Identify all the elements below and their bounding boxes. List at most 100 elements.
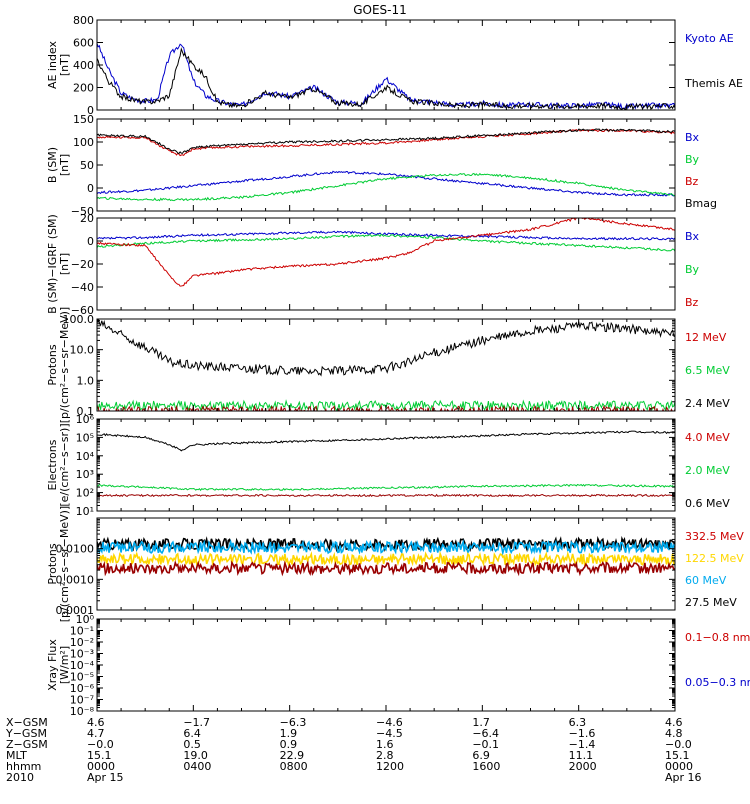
panel-protons1: 0.1 1.0 10.0 100.0 Protons [p/(cm²−s−sr−MeV)]…	[46, 307, 730, 423]
series-line-bx	[97, 170, 675, 197]
y-tick-label: 0.1	[77, 405, 95, 418]
panel-frame	[96, 618, 676, 712]
ephemeris-value: 1600	[472, 760, 500, 773]
y-axis-label: [p/(cm²−s−sr−MeV)]	[58, 506, 71, 622]
y-tick-label: 150	[73, 113, 94, 126]
y-axis-label: Protons	[46, 543, 59, 584]
legend-label: 332.5 MeV	[685, 530, 744, 543]
ephemeris-row-label: X−GSM	[6, 716, 48, 729]
y-tick-label: 0.0010	[56, 573, 95, 586]
panel-electrons: 10¹ 10² 10³ 10⁴ 10⁵ 10⁶ Electrons [e/(cm²−s−sr)…	[46, 413, 730, 518]
legend-label: Bz	[685, 296, 699, 309]
series-line-bmag	[97, 128, 675, 155]
panel-frame	[96, 19, 676, 111]
ephemeris-value: 1.9	[280, 727, 298, 740]
legend-label: By	[685, 263, 700, 276]
legend-label: Bx	[685, 230, 700, 243]
y-tick-label: 10⁻⁸	[70, 705, 95, 718]
ephemeris-row-label: hhmm	[6, 760, 41, 773]
y-tick-label: 100.0	[63, 313, 95, 326]
series-line-2-4-mev	[97, 319, 675, 377]
y-tick-label: −50	[71, 205, 94, 218]
y-tick-label: −40	[71, 281, 94, 294]
ephemeris-value: −1.7	[183, 716, 210, 729]
y-tick-label: 10²	[76, 487, 94, 500]
ephemeris-value: −1.4	[569, 738, 596, 751]
ephemeris-value: 2000	[569, 760, 597, 773]
ephemeris-value: −6.3	[280, 716, 307, 729]
ephemeris-value: 6.3	[569, 716, 587, 729]
series-line-bx	[97, 230, 675, 241]
legend-label: 12 MeV	[685, 331, 727, 344]
legend-label: 0.6 MeV	[685, 497, 730, 510]
legend-label: Themis AE	[684, 77, 743, 90]
panel-frame	[96, 118, 676, 212]
ephemeris-value: Apr 16	[665, 771, 702, 784]
ephemeris-value: 4.6	[87, 716, 105, 729]
y-tick-label: 1.0	[77, 374, 95, 387]
ephemeris-value: 6.9	[472, 749, 490, 762]
ephemeris-value: −0.0	[665, 738, 692, 751]
series-line-332-5-mev	[97, 560, 675, 577]
ephemeris-value: −0.1	[472, 738, 499, 751]
ephemeris-value: −0.0	[87, 738, 114, 751]
legend-label: 27.5 MeV	[685, 596, 737, 609]
y-tick-label: 10⁻⁵	[70, 671, 94, 684]
ephemeris-value: 4.8	[665, 727, 683, 740]
y-tick-label: 20	[80, 212, 94, 225]
ephemeris-value: 1.6	[376, 738, 394, 751]
y-axis-label: [p/(cm²−s−sr−MeV)]	[58, 307, 71, 423]
y-tick-label: 10⁰	[76, 613, 95, 626]
y-axis-label: [nT]	[58, 54, 71, 76]
legend-label: 0.05−0.3 nm	[685, 676, 750, 689]
legend-label: 2.4 MeV	[685, 397, 730, 410]
series-line-bz	[97, 218, 675, 287]
ephemeris-value: −4.6	[376, 716, 403, 729]
panel-frame	[96, 217, 676, 311]
ephemeris-value: −6.4	[472, 727, 499, 740]
series-line-60-mev	[97, 538, 675, 556]
y-axis-label: [e/(cm²−s−sr)]	[58, 423, 71, 506]
ephemeris-value: 0400	[183, 760, 211, 773]
y-axis-label: B (SM)	[46, 147, 59, 183]
ephemeris-value: 1200	[376, 760, 404, 773]
series-line-by	[97, 172, 675, 202]
ephemeris-value: 0000	[87, 760, 115, 773]
y-tick-label: 10⁴	[76, 450, 95, 463]
ephemeris-value: 2.8	[376, 749, 394, 762]
ephemeris-value: 0000	[665, 760, 693, 773]
y-axis-label: Xray Flux	[46, 639, 59, 691]
ephemeris-value: 19.0	[183, 749, 208, 762]
ephemeris-row-label: MLT	[6, 749, 27, 762]
y-tick-label: 10¹	[76, 505, 94, 518]
ephemeris-value: 11.1	[569, 749, 594, 762]
series-line-122-5-mev	[97, 550, 675, 568]
legend-label: Bx	[685, 131, 700, 144]
ephemeris-row-label: 2010	[6, 771, 34, 784]
y-tick-label: 10³	[76, 468, 94, 481]
ephemeris-value: 1.7	[472, 716, 490, 729]
y-tick-label: 10⁻¹	[70, 625, 94, 638]
y-tick-label: 0	[87, 182, 94, 195]
ephemeris-value: −4.5	[376, 727, 403, 740]
ephemeris-value: 6.4	[183, 727, 201, 740]
y-tick-label: 100	[73, 136, 94, 149]
y-tick-label: 0	[87, 104, 94, 117]
ephemeris-value: 0.5	[183, 738, 201, 751]
ephemeris-value: 4.7	[87, 727, 105, 740]
ephemeris-row-label: Z−GSM	[6, 738, 48, 751]
y-axis-label: Electrons	[46, 439, 59, 490]
y-axis-label: [W/m²]	[58, 646, 71, 684]
legend-label: 122.5 MeV	[685, 552, 744, 565]
y-tick-label: 0	[87, 235, 94, 248]
y-tick-label: 600	[73, 37, 94, 50]
y-tick-label: 10⁻⁷	[70, 694, 94, 707]
y-tick-label: 10⁻⁶	[70, 682, 95, 695]
panel-bsm: −50 0 50 100 150 B (SM) [nT] Bx By Bz Bmag	[46, 113, 717, 218]
ephemeris-value: 0800	[280, 760, 308, 773]
ephemeris-value: 22.9	[280, 749, 305, 762]
y-tick-label: 50	[80, 159, 94, 172]
